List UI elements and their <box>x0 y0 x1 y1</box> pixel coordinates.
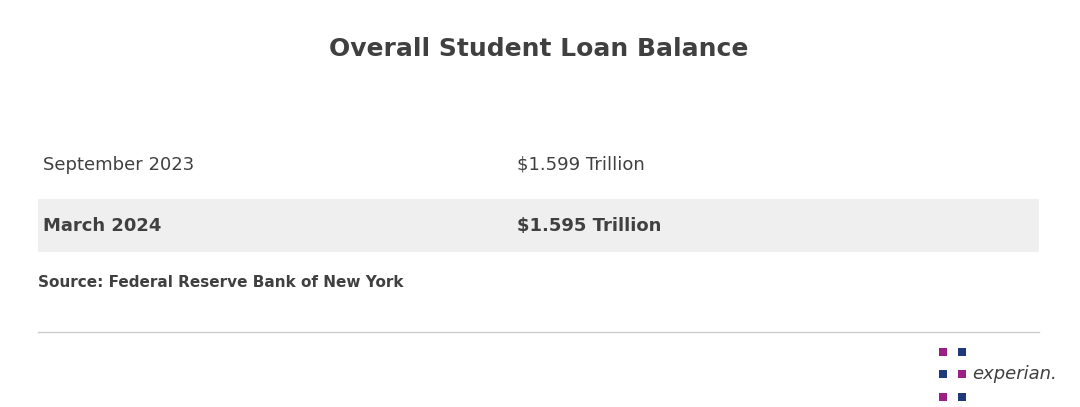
Text: March 2024: March 2024 <box>43 217 161 235</box>
Text: $1.595 Trillion: $1.595 Trillion <box>517 217 661 235</box>
FancyBboxPatch shape <box>38 199 1039 252</box>
Point <box>934 394 951 400</box>
FancyBboxPatch shape <box>38 138 1039 191</box>
Text: Source: Federal Reserve Bank of New York: Source: Federal Reserve Bank of New York <box>38 276 403 290</box>
Text: September 2023: September 2023 <box>43 156 194 174</box>
Text: Overall Student Loan Balance: Overall Student Loan Balance <box>329 37 748 61</box>
Point <box>954 371 971 378</box>
Text: experian.: experian. <box>972 365 1056 383</box>
Point <box>954 349 971 355</box>
Point <box>934 371 951 378</box>
Text: $1.599 Trillion: $1.599 Trillion <box>517 156 645 174</box>
Point <box>934 349 951 355</box>
Point <box>954 394 971 400</box>
